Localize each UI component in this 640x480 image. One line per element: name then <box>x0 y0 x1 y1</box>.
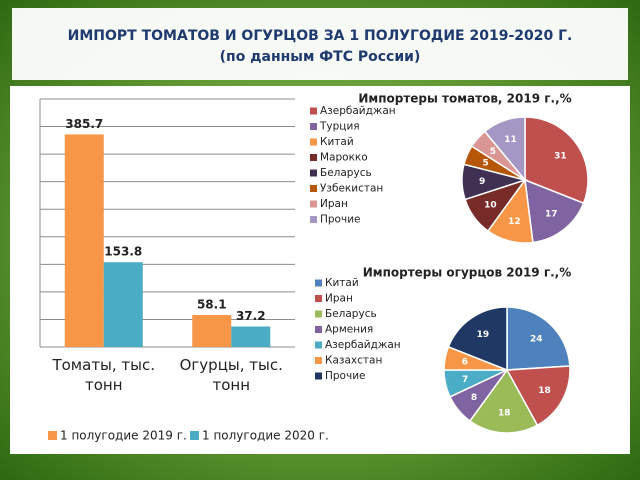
pie-slice <box>468 368 539 434</box>
pie-title: Импортеры томатов, 2019 г.,% <box>358 92 571 106</box>
value-label: 58.1 <box>197 297 227 311</box>
slice-label: 9 <box>479 177 485 187</box>
legend-label: Армения <box>325 324 373 336</box>
slice-label: 10 <box>484 201 497 211</box>
slice-label: 18 <box>538 386 551 396</box>
pie-title: Импортеры огурцов 2019 г.,% <box>363 266 572 280</box>
legend-label: 1 полугодие 2019 г. <box>60 429 187 443</box>
legend-swatch <box>315 341 322 349</box>
pie-slice <box>506 306 571 371</box>
legend-label: Китай <box>320 136 354 148</box>
slice-label: 19 <box>477 330 490 340</box>
slice-label: 5 <box>483 158 489 168</box>
slice-label: 11 <box>504 135 517 145</box>
value-label: 385.7 <box>65 117 103 131</box>
legend-swatch <box>310 216 317 223</box>
legend-label: Китай <box>325 277 359 289</box>
legend-label: 1 полугодие 2020 г. <box>202 429 329 443</box>
legend-swatch <box>315 295 322 302</box>
legend-swatch <box>310 123 317 130</box>
pie-slice <box>447 306 508 372</box>
bar <box>64 134 104 347</box>
slice-label: 12 <box>508 217 521 227</box>
legend-label: Азербайджан <box>325 339 401 351</box>
x-tick-label: Томаты, тыс. тонн <box>52 356 156 394</box>
legend-swatch <box>315 310 322 318</box>
legend-label: Беларусь <box>325 308 377 320</box>
slice-label: 18 <box>498 408 511 418</box>
bar <box>192 314 232 347</box>
page-subtitle: (по данным ФТС России) <box>220 49 421 65</box>
slice-label: 5 <box>490 147 496 157</box>
legend-swatch <box>310 154 317 161</box>
legend-swatch <box>310 185 317 192</box>
legend-label: Казахстан <box>325 355 382 367</box>
legend-label: Турция <box>319 121 360 133</box>
legend-label: Азербайджан <box>320 105 396 117</box>
legend-swatch <box>310 138 317 146</box>
pie-slice <box>505 365 571 427</box>
pie-slice <box>524 116 589 205</box>
legend-label: Прочие <box>325 370 365 382</box>
bar <box>231 326 271 347</box>
value-label: 153.8 <box>104 245 142 259</box>
legend-label: Иран <box>325 293 353 305</box>
title-panel <box>12 8 628 80</box>
slice-label: 7 <box>462 375 468 385</box>
slice-label: 6 <box>462 357 468 367</box>
legend-label: Марокко <box>320 152 368 164</box>
pie-slice <box>524 178 585 244</box>
legend-label: Беларусь <box>320 167 372 179</box>
slice-label: 8 <box>471 393 477 403</box>
slice-label: 31 <box>554 151 567 161</box>
legend-swatch <box>310 169 317 177</box>
legend-label: Иран <box>320 198 348 210</box>
legend-label: Прочие <box>320 214 360 226</box>
slice-label: 24 <box>530 334 543 344</box>
bar <box>103 262 143 347</box>
legend-swatch <box>315 357 322 364</box>
pie-slice <box>483 116 526 183</box>
legend-swatch <box>310 200 317 208</box>
slice-label: 17 <box>545 209 558 219</box>
legend-swatch <box>315 279 322 287</box>
page-title: ИМПОРТ ТОМАТОВ И ОГУРЦОВ ЗА 1 ПОЛУГОДИЕ … <box>68 28 573 44</box>
legend-label: Узбекистан <box>320 183 383 195</box>
legend-swatch <box>190 431 199 440</box>
legend-swatch <box>310 107 317 115</box>
legend-swatch <box>315 326 322 333</box>
value-label: 37.2 <box>236 309 266 323</box>
legend-swatch <box>48 431 57 440</box>
x-tick-label: Огурцы, тыс. тонн <box>179 356 283 394</box>
legend-swatch <box>315 372 322 380</box>
